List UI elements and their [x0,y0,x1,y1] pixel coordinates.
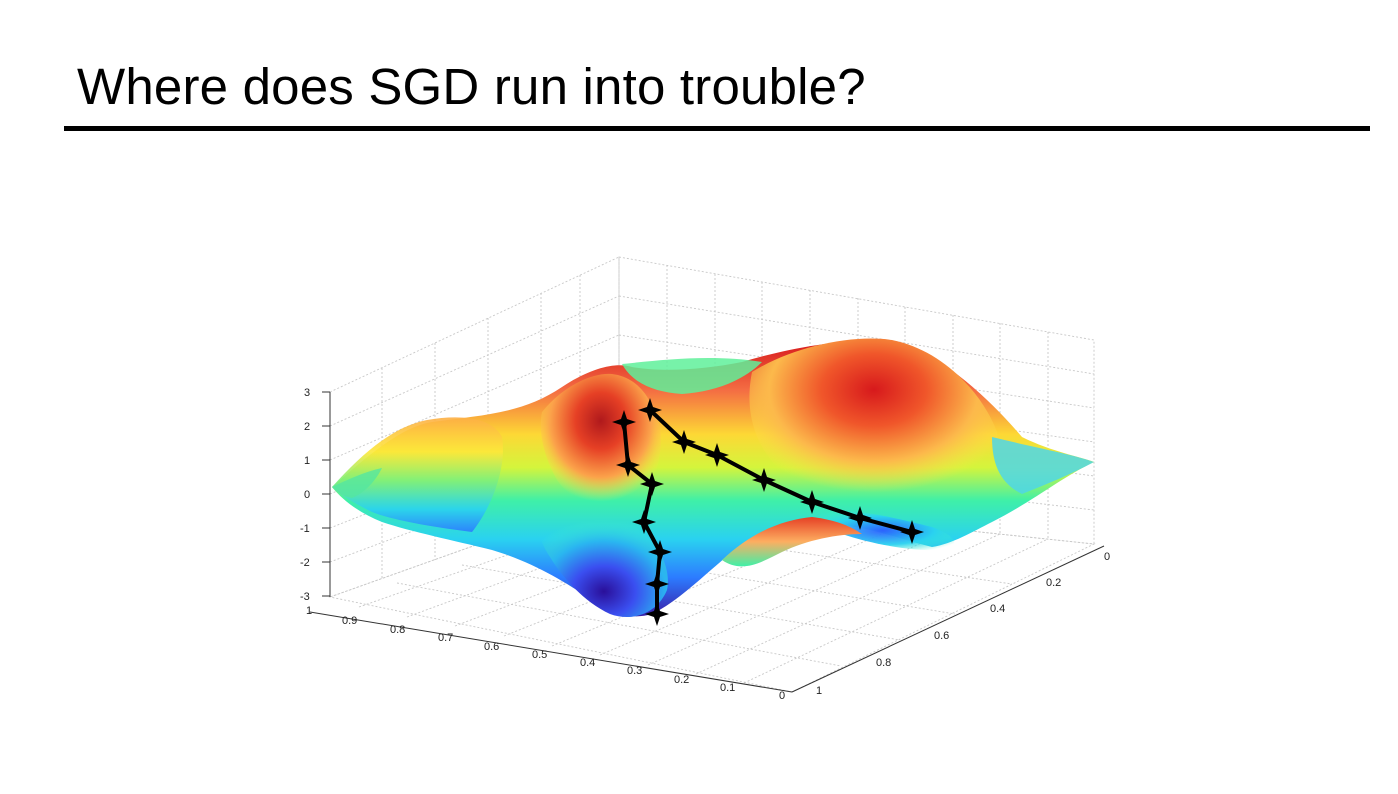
step-marker [752,468,776,492]
step-marker [645,572,669,596]
x-tick-label: 0.9 [342,615,357,627]
step-marker [672,430,696,454]
x-tick-label: 0.6 [484,641,499,653]
z-tick-label: 3 [304,387,310,399]
z-tick-label: 1 [304,455,310,467]
loss-surface-figure: 3 2 1 0 -1 -2 -3 1 0.9 0.8 0.7 0.6 0.5 0… [292,222,1182,744]
z-tick-label: -1 [300,523,310,535]
y-axis: 0 0.2 0.4 0.6 0.8 1 [816,551,1110,697]
step-marker [645,602,669,626]
y-tick-label: 1 [816,685,822,697]
y-tick-label: 0 [1104,551,1110,563]
step-marker [648,540,672,564]
sgd-step-markers [612,398,924,626]
x-tick-label: 0.3 [627,665,642,677]
y-tick-label: 0.2 [1046,577,1061,589]
x-tick-label: 0.4 [580,657,595,669]
x-tick-label: 0.7 [438,632,453,644]
step-marker [638,398,662,422]
z-tick-label: -3 [300,591,310,603]
x-tick-label: 0.8 [390,624,405,636]
y-tick-label: 0.8 [876,657,891,669]
x-tick-label: 0.5 [532,649,547,661]
z-tick-label: -2 [300,557,310,569]
step-marker [848,506,872,530]
title-divider [64,126,1370,131]
x-tick-label: 1 [306,605,312,617]
x-tick-label: 0.1 [720,682,735,694]
loss-surface-plot: 3 2 1 0 -1 -2 -3 1 0.9 0.8 0.7 0.6 0.5 0… [300,256,1110,702]
step-marker [705,443,729,467]
step-marker [616,453,640,477]
step-marker [640,472,664,496]
x-axis: 1 0.9 0.8 0.7 0.6 0.5 0.4 0.3 0.2 0.1 0 [306,605,785,702]
x-tick-label: 0 [779,690,785,702]
x-tick-label: 0.2 [674,674,689,686]
z-axis: 3 2 1 0 -1 -2 -3 [300,387,330,603]
step-marker [612,410,636,434]
step-marker [800,490,824,514]
y-tick-label: 0.4 [990,603,1005,615]
loss-surface [332,338,1094,617]
step-marker [632,510,656,534]
y-tick-label: 0.6 [934,630,949,642]
slide-title: Where does SGD run into trouble? [77,58,866,115]
z-tick-label: 2 [304,421,310,433]
step-marker [900,520,924,544]
z-tick-label: 0 [304,489,310,501]
